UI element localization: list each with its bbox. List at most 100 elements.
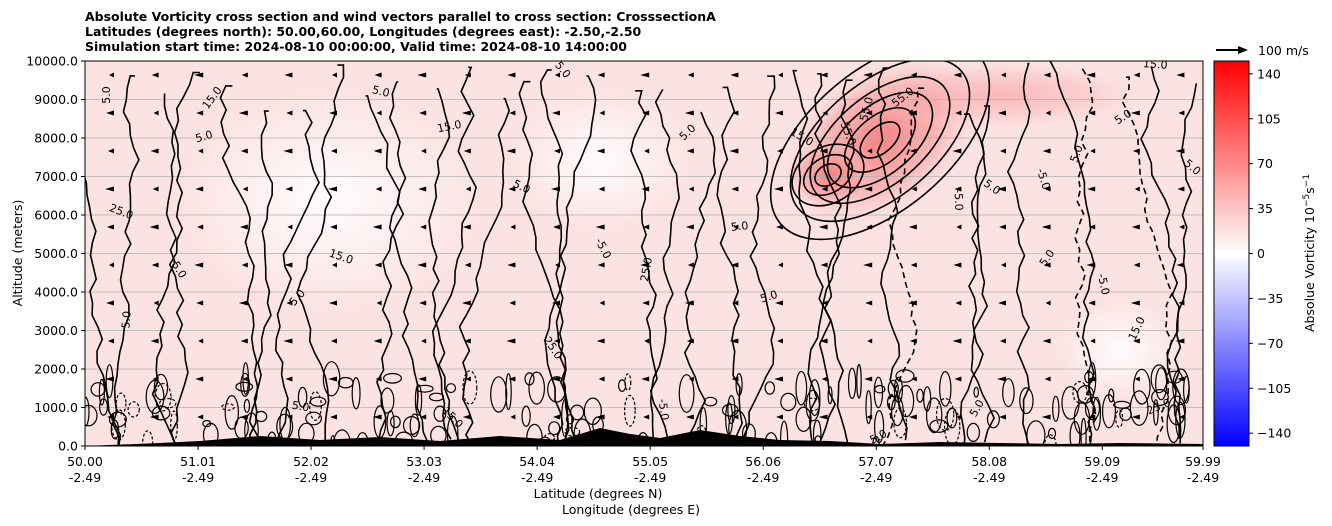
wind-vector: [287, 224, 293, 230]
wind-vector: [821, 376, 828, 382]
contour-line: [916, 388, 924, 403]
contour-line: [1076, 384, 1095, 404]
contour-line: [973, 386, 980, 398]
wind-vector: [149, 224, 159, 230]
wind-vector: [286, 110, 293, 116]
wind-vector: [599, 110, 605, 116]
contour-line: [433, 405, 447, 422]
wind-vector: [285, 186, 293, 192]
contour-line: [462, 370, 478, 405]
wind-vector: [731, 186, 739, 192]
contour-label: 5.0: [1068, 143, 1086, 164]
wind-vector: [820, 262, 828, 268]
wind-vector: [685, 224, 694, 230]
wind-vector: [732, 300, 739, 306]
contour-line: [966, 422, 981, 442]
wind-vector: [109, 72, 114, 78]
contour-line: [865, 390, 872, 425]
wind-vector: [108, 338, 114, 344]
wind-vector: [463, 338, 471, 344]
x-tick-label-lon: -2.49: [747, 470, 779, 485]
wind-vector: [774, 376, 783, 382]
contour-line: [402, 416, 421, 436]
wind-vector: [1177, 186, 1185, 192]
plot-area: 5.0 15.0 5.0 25.0 -5.0 5.0 5.0 15.0 5.0 -5.0 25.0 5…: [85, 61, 1203, 458]
colorbar-tick-label: 35: [1257, 201, 1273, 216]
wind-vector: [106, 110, 114, 116]
vorticity-pale-region: [1060, 300, 1180, 400]
y-tick-label: 0.0: [58, 439, 78, 454]
contour-line: [446, 415, 459, 446]
wind-vector: [1175, 148, 1185, 154]
wind-vector: [420, 224, 427, 230]
contour-label: 5.0: [868, 427, 890, 447]
contour-line: [1006, 62, 1031, 446]
wind-vector: [1044, 186, 1051, 192]
colorbar-label-exponent: −1: [1302, 174, 1312, 187]
wind-vector: [907, 110, 917, 116]
wind-vector: [328, 186, 337, 192]
contour-label: 5.0: [194, 128, 214, 145]
wind-vector: [642, 110, 650, 116]
contour-line: [893, 376, 904, 404]
wind-vector: [1134, 186, 1140, 192]
wind-vector: [417, 72, 427, 78]
wind-vector: [465, 186, 471, 192]
contour-line: [297, 386, 308, 408]
wind-vector: [507, 72, 516, 78]
contour-line: [780, 392, 797, 412]
x-tick-label-lon: -2.49: [69, 470, 101, 485]
x-tick-label-lat: 57.07: [858, 454, 894, 469]
contour-line: [926, 397, 943, 434]
contour-line: [243, 398, 251, 413]
contour-label: -5.0: [952, 189, 966, 211]
wind-vector: [729, 338, 739, 344]
contour-line: [895, 369, 915, 383]
contour-line: [115, 392, 127, 415]
y-tick-label: 3000.0: [34, 323, 78, 338]
wind-vector: [373, 338, 382, 344]
contour-line: [108, 411, 127, 428]
contour-line: [727, 394, 736, 425]
wind-vector: [640, 262, 650, 268]
contour-line: [244, 412, 259, 446]
wind-vector: [684, 300, 694, 306]
contour-label: -5.0: [656, 398, 672, 421]
wind-vector: [1088, 110, 1096, 116]
contour-line: [891, 396, 904, 427]
title-line: Simulation start time: 2024-08-10 00:00:…: [85, 39, 627, 54]
contour-line: [1140, 66, 1180, 439]
wind-vector: [644, 148, 650, 154]
y-tick-label: 8000.0: [34, 131, 78, 146]
contour-line: [735, 373, 743, 397]
wind-vector: [507, 262, 516, 268]
wind-vector: [866, 224, 873, 230]
wind-vector: [506, 148, 516, 154]
contour-line: [569, 404, 585, 421]
contour-line: [240, 372, 251, 397]
wind-vector: [818, 414, 828, 420]
terrain: [85, 428, 1203, 446]
wind-vector: [506, 338, 516, 344]
wind-vector: [688, 453, 694, 458]
contour-line: [769, 61, 991, 241]
wind-vector: [911, 186, 917, 192]
wind-vector: [330, 224, 337, 230]
contour-line: [929, 419, 949, 433]
wind-vector: [1045, 110, 1051, 116]
contour-line: [649, 89, 681, 446]
wind-vector: [196, 300, 204, 306]
wind-vector: [1001, 262, 1006, 268]
contour-line: [1074, 68, 1098, 442]
contour-label: 55.0: [857, 96, 876, 123]
wind-vector: [822, 110, 828, 116]
contour-line: [305, 411, 323, 426]
wind-vector: [597, 72, 605, 78]
contour-line: [168, 71, 200, 445]
contour-line: [248, 110, 274, 446]
contour-line: [224, 395, 239, 430]
wind-vector: [1132, 148, 1140, 154]
wind-vector: [285, 376, 293, 382]
wind-vector: [554, 338, 560, 344]
wind-vector: [242, 186, 248, 192]
